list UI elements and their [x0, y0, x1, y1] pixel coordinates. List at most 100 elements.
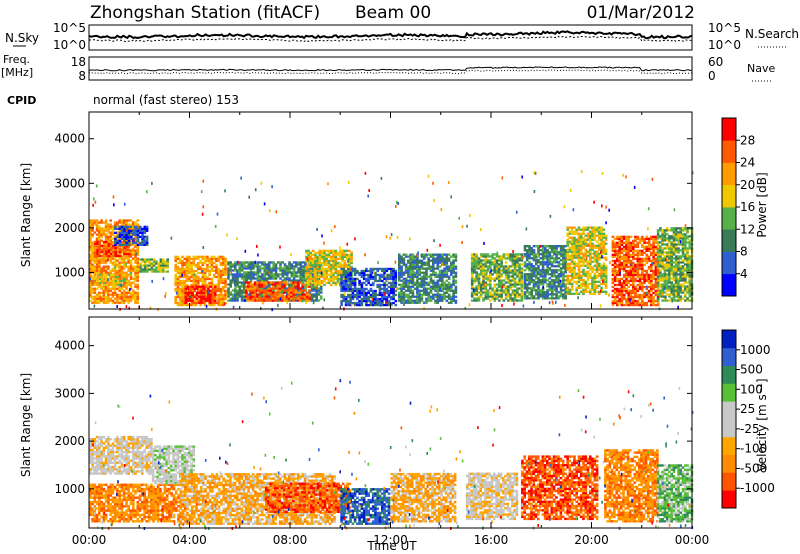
heat-cell	[398, 255, 401, 258]
heat-cell	[513, 289, 517, 292]
heat-cell	[550, 279, 554, 282]
heat-cell	[602, 250, 606, 253]
heat-cell	[127, 233, 131, 236]
heat-cell	[523, 275, 527, 278]
heat-cell	[470, 267, 474, 270]
heat-cell	[224, 297, 227, 301]
heat-cell	[353, 277, 357, 281]
heat-cell	[407, 289, 410, 292]
heat-cell	[224, 291, 227, 295]
heat-cell	[575, 240, 578, 243]
heat-cell	[493, 269, 497, 272]
heat-cell	[598, 280, 601, 283]
heat-cell	[185, 267, 189, 271]
heat-cell	[523, 245, 527, 248]
heat-cell	[385, 283, 389, 287]
heat-cell	[443, 259, 446, 262]
heat-cell	[314, 275, 317, 279]
heat-cell	[118, 271, 121, 274]
heat-cell	[475, 271, 478, 274]
heat-cell	[113, 221, 117, 224]
heat-cell	[89, 219, 92, 222]
heat-cell	[143, 268, 147, 271]
heat-cell	[215, 259, 218, 263]
heat-cell	[520, 281, 524, 284]
heat-cell	[103, 248, 106, 252]
heat-cell	[537, 287, 540, 290]
heat-cell	[199, 255, 202, 258]
heat-cell	[530, 279, 533, 282]
heat-cell	[204, 299, 208, 302]
heat-cell	[98, 257, 101, 260]
heat-cell	[292, 283, 295, 286]
heat-cell	[498, 293, 501, 296]
heat-cell	[362, 291, 366, 295]
heat-cell	[178, 297, 182, 301]
heat-cell	[586, 234, 590, 237]
heat-cell	[570, 284, 574, 287]
heat-cell	[238, 263, 242, 266]
heat-cell	[295, 275, 298, 278]
heat-cell	[351, 301, 355, 305]
heat-cell	[535, 283, 538, 286]
heat-cell	[116, 279, 120, 283]
heat-cell	[441, 289, 444, 292]
heat-cell	[500, 255, 503, 258]
heat-cell	[404, 293, 408, 296]
heat-cell	[579, 246, 583, 249]
heat-cell	[409, 285, 412, 288]
heat-cell	[132, 291, 135, 294]
heat-cell	[270, 269, 273, 272]
heat-cell	[178, 303, 182, 307]
heat-cell	[209, 301, 212, 304]
heat-cell	[573, 266, 576, 269]
heat-cell	[418, 261, 421, 264]
heat-cell	[145, 229, 149, 232]
heat-cell	[139, 258, 142, 261]
heat-cell	[139, 229, 142, 232]
heat-cell	[493, 265, 497, 268]
heat-cell	[441, 257, 444, 260]
heat-cell	[598, 256, 601, 259]
heat-cell	[553, 259, 556, 262]
heat-cell	[586, 270, 590, 273]
heat-cell	[184, 295, 188, 298]
heat-cell	[411, 271, 415, 274]
heat-cell	[566, 234, 569, 237]
heat-cell	[342, 289, 346, 293]
heat-cell	[125, 231, 128, 234]
heat-cell	[441, 271, 444, 274]
heat-cell	[181, 289, 184, 293]
heat-cell	[107, 225, 110, 228]
heat-cell	[136, 243, 140, 246]
heat-cell	[93, 275, 97, 278]
heat-cell	[589, 242, 592, 245]
heat-cell	[475, 255, 478, 258]
heat-cell	[91, 247, 94, 250]
heat-cell	[427, 281, 430, 284]
heat-cell	[413, 301, 417, 304]
heat-cell	[577, 292, 581, 295]
heat-cell	[598, 254, 601, 257]
heat-cell	[314, 261, 317, 265]
heat-cell	[120, 255, 124, 258]
heat-cell	[247, 295, 250, 298]
heat-cell	[95, 259, 99, 262]
heat-cell	[103, 279, 106, 283]
heat-cell	[203, 267, 207, 271]
heat-cell	[303, 297, 307, 300]
heat-cell	[358, 301, 361, 305]
heat-cell	[127, 297, 130, 300]
heat-cell	[593, 282, 597, 285]
heat-cell	[219, 289, 223, 293]
heat-cell	[125, 265, 128, 268]
heat-cell	[427, 261, 430, 264]
heat-cell	[575, 288, 578, 291]
heat-cell	[349, 281, 352, 285]
heat-cell	[539, 293, 543, 296]
heat-cell	[329, 269, 333, 273]
heat-cell	[523, 253, 527, 256]
heat-cell	[332, 281, 335, 285]
heat-cell	[541, 291, 545, 294]
heat-cell	[109, 223, 112, 226]
